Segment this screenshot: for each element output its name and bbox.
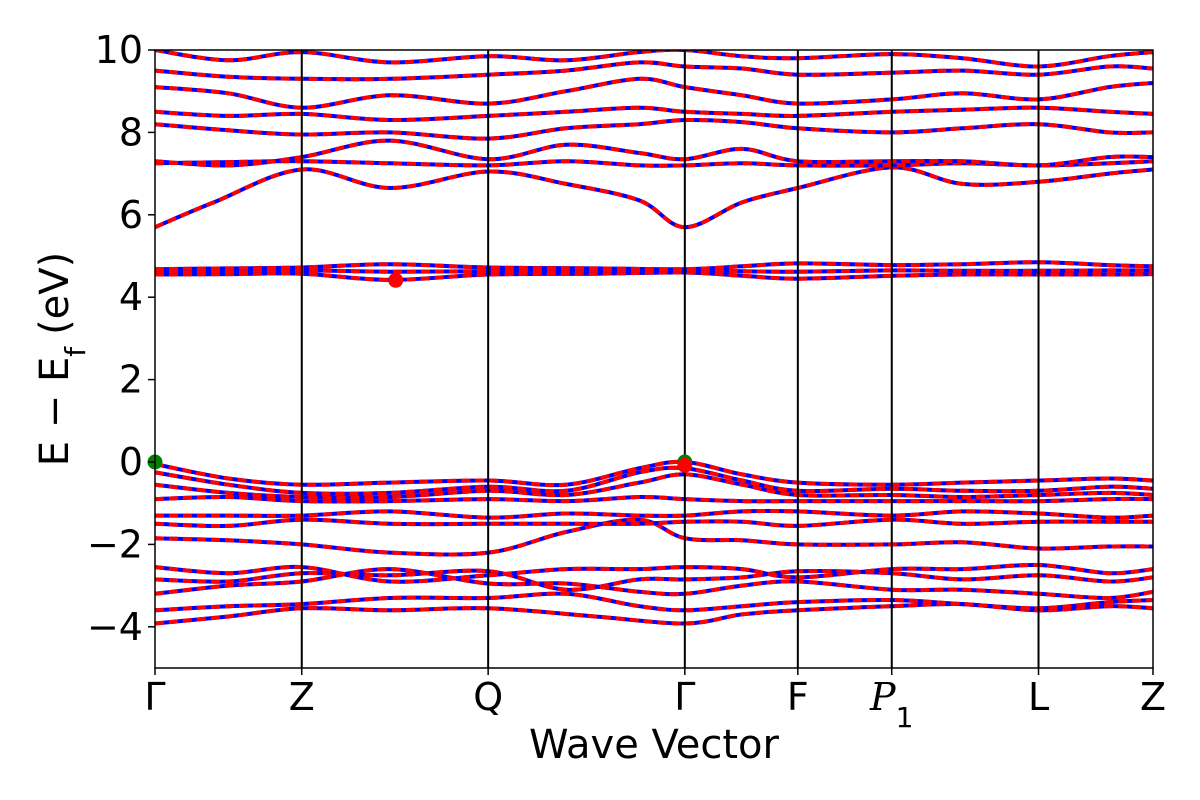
- y-axis-ticks: −4 −2 0 2 4 6 8 10: [87, 28, 155, 649]
- band-line-blue-20: [155, 76, 1153, 110]
- y-tick-label-5: 6: [119, 193, 143, 237]
- y-tick-label-1: −2: [87, 522, 143, 566]
- y-tick-label-7: 10: [95, 28, 143, 72]
- band-line-red-19: [155, 105, 1153, 123]
- band-line-red-18: [155, 117, 1153, 141]
- x-tick-label-7: Z: [1140, 675, 1166, 719]
- band-line-red-9: [155, 472, 1153, 500]
- x-tick-label-6: L: [1028, 675, 1049, 719]
- band-line-red-4: [155, 562, 1153, 584]
- band-line-red-1: [155, 591, 1153, 613]
- x-tick-label-1: Z: [289, 675, 315, 719]
- band-line-red-3: [155, 568, 1153, 592]
- y-tick-label-2: 0: [119, 440, 143, 484]
- band-line-blue-7: [155, 508, 1153, 520]
- band-line-red-5: [155, 517, 1153, 557]
- band-line-blue-18: [155, 117, 1153, 141]
- band-line-blue-15: [155, 165, 1153, 230]
- band-line-red-0: [155, 601, 1153, 626]
- y-axis-title-subscript: f: [59, 346, 92, 357]
- band-line-red-11: [155, 459, 1153, 488]
- band-line-red-22: [155, 50, 1153, 69]
- band-line-red-12: [155, 270, 1153, 282]
- markers-layer: [147, 272, 693, 473]
- x-tick-label-3: Γ: [674, 675, 695, 719]
- band-line-red-15: [155, 165, 1153, 230]
- band-line-red-14: [155, 260, 1153, 272]
- y-tick-label-3: 2: [119, 358, 143, 402]
- band-line-red-17: [155, 138, 1153, 168]
- x-tick-label-4: F: [787, 675, 809, 719]
- x-axis-title: Wave Vector: [529, 722, 780, 768]
- y-tick-label-0: −4: [87, 605, 143, 649]
- band-line-red-6: [155, 517, 1153, 528]
- band-line-red-20: [155, 76, 1153, 110]
- extremum-marker-3: [677, 457, 693, 473]
- bands-layer: [155, 50, 1153, 626]
- y-axis-title: E − Ef (eV): [32, 252, 92, 467]
- x-tick-label-0: Γ: [144, 675, 165, 719]
- band-line-blue-6: [155, 517, 1153, 528]
- y-axis-title-unit: (eV): [32, 252, 78, 335]
- band-line-red-8: [155, 494, 1153, 504]
- band-line-red-10: [155, 465, 1153, 496]
- x-tick-label-2: Q: [473, 675, 503, 719]
- x-tick-label-5: P1: [869, 675, 913, 734]
- band-line-red-7: [155, 508, 1153, 520]
- svg-text:E − Ef(eV): E − Ef (eV): [32, 252, 92, 467]
- high-symmetry-lines: [300, 50, 1040, 668]
- plot-frame: [154, 49, 1154, 669]
- extremum-marker-0: [388, 272, 404, 288]
- y-tick-label-4: 4: [119, 275, 143, 319]
- x-axis-ticks: Γ Z Q Γ F P1 L Z: [144, 668, 1166, 734]
- band-line-red-21: [155, 60, 1153, 82]
- band-line-red-2: [155, 567, 1153, 601]
- y-axis-title-main: E − E: [32, 357, 78, 467]
- y-tick-label-6: 8: [119, 110, 143, 154]
